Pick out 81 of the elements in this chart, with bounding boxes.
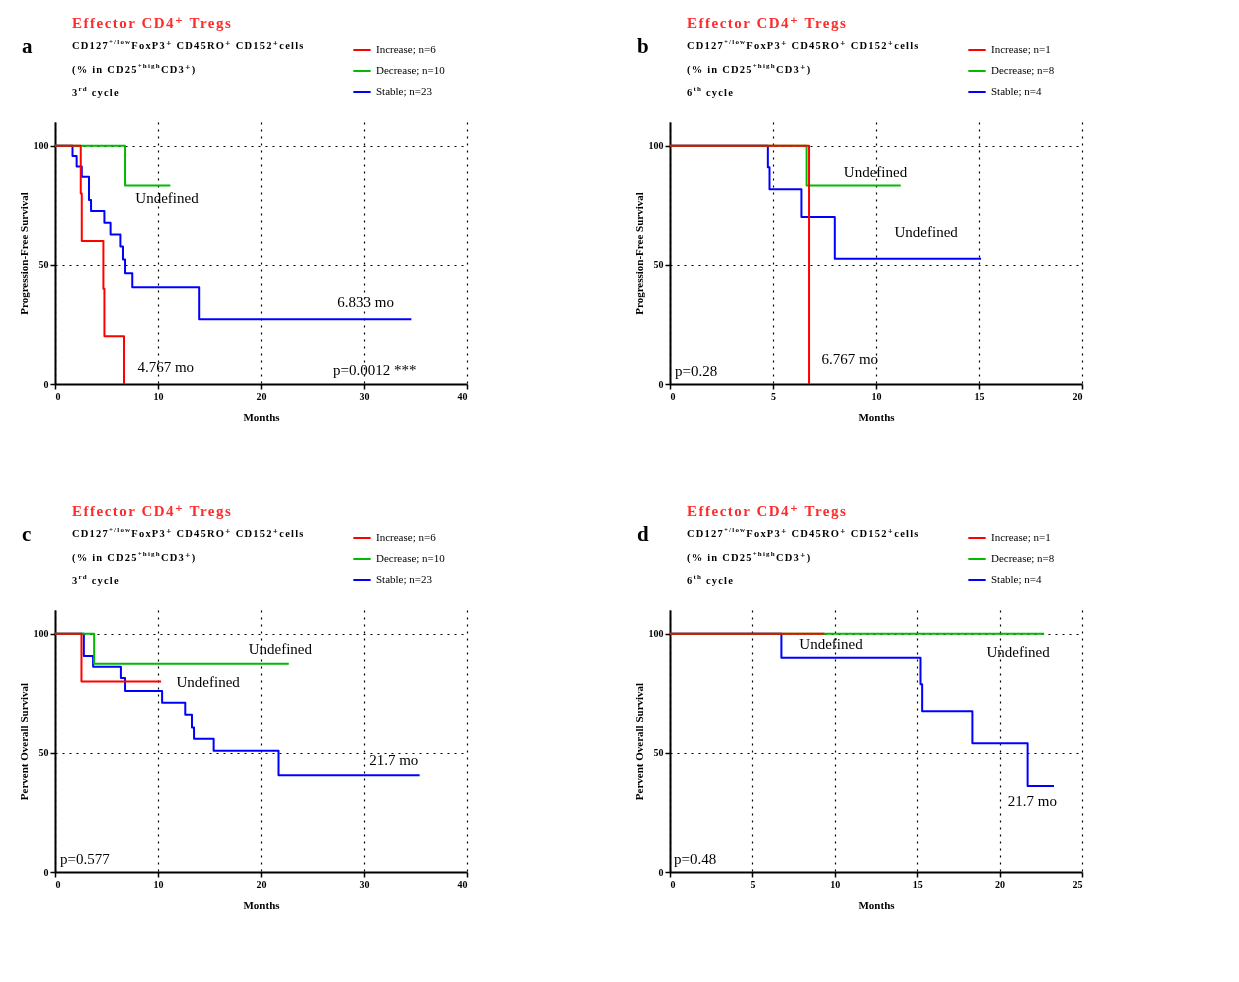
annotation: p=0.0012 *** [333,361,417,378]
legend-label: Stable; n=23 [376,573,433,585]
x-tick-label: 0 [55,878,61,890]
y-tick-label: 100 [648,628,664,640]
x-tick-label: 40 [457,390,468,402]
x-tick-label: 40 [457,878,468,890]
y-tick-label: 50 [38,259,49,271]
annotation: Undefined [986,643,1051,660]
x-tick-label: 0 [670,390,676,402]
legend-label: Increase; n=1 [991,43,1051,55]
x-tick-label: 5 [771,390,776,402]
x-axis-title: Months [858,898,896,911]
legend-label: Decrease; n=10 [376,552,446,564]
text: a [22,34,33,59]
y-tick-label: 100 [648,140,664,152]
annotation: p=0.48 [674,850,717,867]
x-axis-title: Months [858,410,896,423]
y-tick-label: 100 [33,628,49,640]
text: CD127$^{+/low}$FoxP3⁺ CD45RO⁺ CD152⁺cells (% in CD25$^{+high}$CD3⁺) 3$^{rd}$ cycle [72,38,305,98]
y-axis-title: Pervent Overall Survival [17,682,30,801]
x-tick-label: 10 [153,390,164,402]
x-axis-title: Months [243,898,281,911]
annotation: 21.7 mo [369,752,419,769]
x-tick-label: 15 [974,390,985,402]
legend-label: Increase; n=6 [376,43,437,55]
x-tick-label: 5 [750,878,756,890]
x-tick-label: 20 [256,390,267,402]
x-tick-label: 10 [871,390,882,402]
x-tick-label: 20 [256,878,267,890]
chart-title: Effector CD4⁺ Tregs [72,502,234,520]
legend-label: Stable; n=23 [376,85,433,97]
legend-label: Increase; n=1 [991,531,1051,543]
annotation: Undefined [799,636,864,653]
legend-label: Stable; n=4 [991,573,1042,585]
chart-title: Effector CD4⁺ Tregs [72,14,234,32]
chart-title: Effector CD4⁺ Tregs [687,502,849,520]
y-tick-label: 50 [38,747,49,759]
x-tick-label: 25 [1072,878,1083,890]
x-tick-label: 0 [55,390,61,402]
annotation: 4.767 mo [137,358,195,375]
legend-label: Decrease; n=8 [991,64,1055,76]
annotation: p=0.577 [59,850,111,867]
y-tick-label: 100 [33,140,49,152]
annotation: Undefined [248,641,313,658]
x-tick-label: 10 [153,878,164,890]
x-tick-label: 15 [912,878,923,890]
y-axis-title: Pervent Overall Survival [632,682,645,801]
x-tick-label: 20 [995,878,1006,890]
legend-label: Increase; n=6 [376,531,437,543]
y-tick-label: 50 [653,747,664,759]
annotation: 6.767 mo [821,351,879,368]
text: CD127$^{+/low}$FoxP3⁺ CD45RO⁺ CD152⁺cells (% in CD25$^{+high}$CD3⁺) 6$^{th}$ cycle [687,38,920,98]
y-tick-label: 50 [653,259,664,271]
y-axis-title: Progression-Free Survival [632,192,645,315]
y-tick-label: 0 [658,866,664,878]
x-tick-label: 0 [670,878,676,890]
x-tick-label: 20 [1072,390,1083,402]
y-axis-title: Progression-Free Survival [17,192,30,315]
text: d [637,522,649,547]
y-tick-label: 0 [658,378,664,390]
annotation: Undefined [135,189,200,206]
annotation: Undefined [894,224,959,241]
x-tick-label: 30 [359,878,370,890]
annotation: 21.7 mo [1007,792,1058,809]
legend-label: Stable; n=4 [991,85,1042,97]
annotation: Undefined [176,674,241,691]
x-tick-label: 10 [830,878,841,890]
legend-label: Decrease; n=8 [991,552,1055,564]
y-tick-label: 0 [43,378,49,390]
annotation: Undefined [843,163,908,180]
legend-label: Decrease; n=10 [376,64,446,76]
y-tick-label: 0 [43,866,49,878]
x-tick-label: 30 [359,390,370,402]
annotation: p=0.28 [674,362,718,379]
text: CD127$^{+/low}$FoxP3⁺ CD45RO⁺ CD152⁺cells (% in CD25$^{+high}$CD3⁺) 3$^{rd}$ cycle [72,526,305,586]
annotation: 6.833 mo [337,293,394,310]
text: CD127$^{+/low}$FoxP3⁺ CD45RO⁺ CD152⁺cells (% in CD25$^{+high}$CD3⁺) 6$^{th}$ cycle [687,526,920,586]
text: b [637,34,649,59]
chart-title: Effector CD4⁺ Tregs [687,14,849,32]
text: c [22,522,32,547]
x-axis-title: Months [243,410,281,423]
